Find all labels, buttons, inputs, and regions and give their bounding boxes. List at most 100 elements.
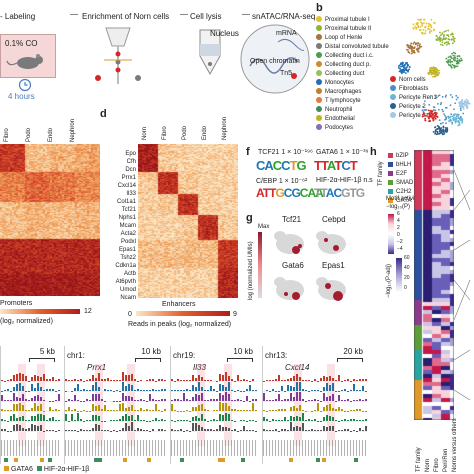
track-peak (158, 410, 160, 411)
track-peak (155, 399, 157, 401)
track-peak (246, 396, 248, 401)
track-peak (119, 404, 121, 411)
track-peak (275, 429, 277, 431)
track-peak (353, 379, 355, 381)
motif-name-hif: HIF-2α-HIF-1β n.s (316, 177, 373, 184)
track-peak (146, 430, 148, 431)
legend-label: T lymphocyte (325, 98, 361, 104)
track-peak (77, 383, 79, 391)
track-peak (25, 419, 27, 421)
track-peak (222, 402, 224, 411)
track-peak (22, 393, 24, 401)
h-family-legend: bZIP bHLH E2F SMAD C2H2 GATA (388, 152, 413, 206)
track-legend-swatch (4, 466, 9, 471)
track-peak (1, 429, 3, 431)
track-peak (125, 375, 127, 381)
g-colorbar (258, 232, 262, 298)
track-peak (101, 429, 103, 431)
panel-letter-f: f (246, 146, 250, 158)
track-peak (86, 380, 88, 381)
track-gene-label: Il33 (193, 363, 206, 372)
track-peak (296, 374, 298, 381)
track-peak (183, 389, 185, 391)
track-motif-mark (220, 458, 225, 462)
track-peak (213, 409, 215, 411)
track-peak (329, 416, 331, 421)
track-peak (49, 389, 51, 391)
g-gene-cebpd: Cebpd (322, 215, 346, 224)
track-peak (31, 424, 33, 431)
track-peak (290, 392, 292, 401)
track-motif-mark (123, 458, 128, 462)
track-peak (4, 409, 6, 411)
celltype-legend-item-10: Neutrophil (316, 106, 389, 115)
track-peak (101, 409, 103, 411)
track-peak (314, 379, 316, 381)
track-scale-label: 20 kb (343, 347, 363, 356)
track-peak (25, 376, 27, 381)
track-peak (95, 377, 97, 381)
track-peak (329, 396, 331, 401)
track-peak (332, 393, 334, 401)
track-peak (296, 407, 298, 411)
legend-label: Monocytes (325, 80, 355, 86)
track-peak (34, 375, 36, 381)
track-peak (332, 426, 334, 431)
track-peak (353, 430, 355, 431)
track-peak (113, 429, 115, 431)
track-peak (275, 399, 277, 401)
track-motif-mark (217, 458, 222, 462)
track-peak (49, 417, 51, 421)
track-peak (284, 399, 286, 401)
track-peak (19, 417, 21, 421)
track-peak (278, 409, 280, 411)
track-peak (122, 427, 124, 431)
g-gene-tcf21: Tcf21 (282, 215, 302, 224)
track-highlight (294, 364, 303, 446)
umap-cluster-7 (421, 109, 439, 123)
track-peak (74, 420, 76, 421)
track-peak (201, 403, 203, 411)
track-peak (158, 390, 160, 391)
track-peak (52, 409, 54, 411)
track-peak (65, 413, 67, 421)
track-scale-label: 10 kb (141, 347, 161, 356)
track-motif-mark (147, 458, 152, 462)
track-peak (207, 409, 209, 411)
track-peak (131, 405, 133, 411)
track-peak (152, 379, 154, 381)
track-peak (98, 424, 100, 431)
track-peak (77, 413, 79, 421)
track-peak (275, 420, 277, 421)
enhancer-heatmap (138, 144, 238, 298)
track-peak (137, 409, 139, 411)
celltype-legend-item-0: Proximal tubule I (316, 16, 389, 25)
track-peak (359, 420, 361, 421)
track-peak (237, 409, 239, 411)
track-peak (231, 389, 233, 391)
track-motif-sites (263, 458, 367, 463)
track-peak (46, 379, 48, 381)
track-peak (13, 403, 15, 411)
h-p-title: −log₁₀(P-adj) (386, 263, 392, 298)
track-peak (180, 419, 182, 421)
track-peak (122, 372, 124, 381)
track-peak (237, 399, 239, 401)
track-peak (16, 423, 18, 431)
track-peak (326, 415, 328, 421)
track-peak (16, 383, 18, 391)
track-peak (140, 399, 142, 401)
track-peak (155, 403, 157, 411)
track-motif-sites (1, 458, 59, 463)
track-peak (219, 425, 221, 431)
track-peak (13, 386, 15, 391)
legend-swatch (316, 124, 322, 131)
track-peak (140, 419, 142, 421)
enhancer-gene-label: Umod (119, 287, 136, 293)
track-peak (19, 372, 21, 381)
track-peak (219, 402, 221, 411)
h-family-swatch (388, 197, 393, 203)
track-gene-model (1, 440, 59, 456)
track-peak (49, 406, 51, 411)
track-peak (180, 399, 182, 401)
